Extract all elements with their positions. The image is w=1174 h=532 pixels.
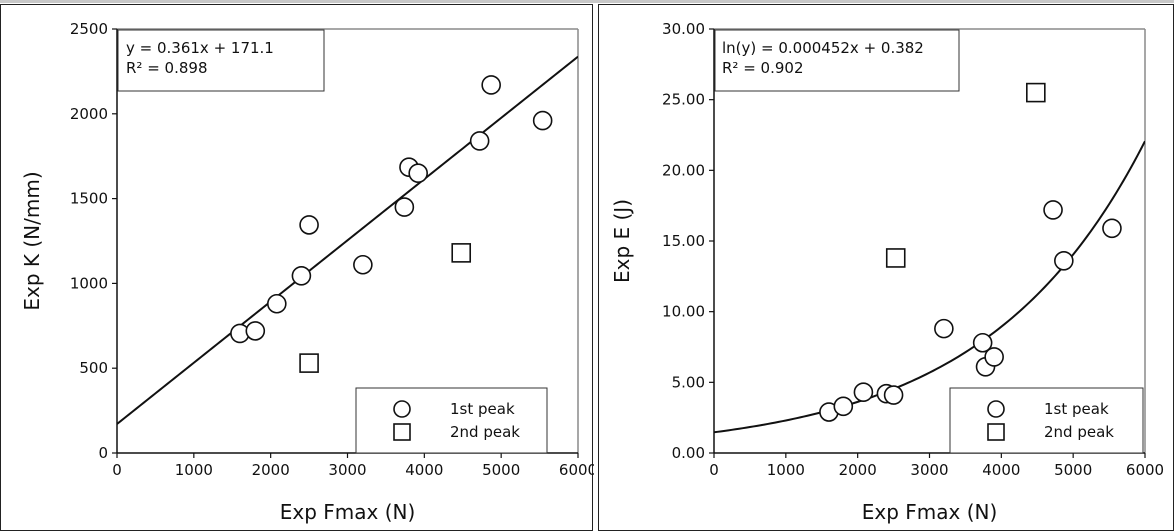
y-axis-title: Exp E (J) (610, 199, 634, 283)
y-tick-label: 1000 (70, 274, 108, 292)
data-point-1st-peak (1102, 218, 1122, 239)
x-tick-label: 6000 (1126, 461, 1164, 479)
x-tick-label: 5000 (1054, 461, 1092, 479)
x-axis-title: Exp Fmax (N) (280, 500, 416, 524)
legend-label: 1st peak (450, 400, 515, 418)
x-tick-label: 1000 (175, 461, 213, 479)
equation-text: ln(y) = 0.000452x + 0.382 (722, 39, 924, 57)
x-tick-label: 2000 (252, 461, 290, 479)
data-point-1st-peak (353, 254, 373, 275)
data-point-1st-peak (934, 318, 954, 339)
equation-text: y = 0.361x + 171.1 (126, 39, 274, 57)
legend-box (949, 387, 1144, 454)
legend-marker-square (393, 423, 411, 441)
y-tick-label: 30.00 (662, 20, 705, 38)
trendline (714, 140, 1145, 434)
chart-panel-left: 0 1000 2000 3000 4000 5000 6000 0 500 1000 1500 200… (0, 4, 594, 531)
legend-marker-circle (987, 400, 1005, 418)
x-tick-label: 3000 (328, 461, 366, 479)
data-point-1st-peak (245, 321, 266, 341)
x-tick-label: 0 (112, 461, 122, 479)
y-tick-label: 0 (98, 444, 108, 462)
y-tick-label: 0.00 (672, 444, 705, 462)
legend-label: 2nd peak (450, 423, 520, 441)
x-tick-label: 4000 (982, 461, 1020, 479)
data-point-2nd-peak (885, 248, 906, 268)
data-point-1st-peak (291, 265, 312, 286)
equation-box (117, 29, 325, 92)
data-point-1st-peak (408, 163, 428, 183)
x-tick-label: 0 (709, 461, 719, 479)
chart-panel-right: 0 1000 2000 3000 4000 5000 6000 0.00 5.00 10.00 15… (598, 4, 1174, 531)
y-tick-label: 15.00 (662, 232, 705, 250)
r-squared-text: R² = 0.902 (722, 59, 803, 77)
y-tick-label: 5.00 (672, 373, 705, 391)
data-point-1st-peak (1043, 200, 1063, 220)
y-tick-label: 10.00 (662, 303, 705, 321)
data-point-1st-peak (883, 385, 904, 405)
trendline (117, 55, 578, 425)
x-tick-label: 1000 (767, 461, 805, 479)
data-point-1st-peak (299, 215, 319, 235)
y-tick-label: 500 (79, 359, 108, 377)
chart-right: 0 1000 2000 3000 4000 5000 6000 0.00 5.00 10.00 15… (610, 20, 1164, 524)
data-point-1st-peak (267, 293, 287, 314)
data-point-1st-peak (481, 75, 501, 95)
data-point-2nd-peak (1026, 82, 1046, 103)
legend-marker-circle (393, 400, 411, 418)
chart-left: 0 1000 2000 3000 4000 5000 6000 0 500 1000 1500 200… (20, 20, 594, 524)
legend-box (355, 387, 548, 454)
data-point-1st-peak (469, 131, 490, 151)
data-point-2nd-peak (451, 243, 472, 263)
x-axis-title: Exp Fmax (N) (862, 500, 998, 524)
x-tick-label: 3000 (910, 461, 948, 479)
data-point-1st-peak (532, 110, 553, 131)
equation-box (714, 29, 960, 92)
legend-label: 1st peak (1044, 400, 1109, 418)
x-tick-label: 5000 (482, 461, 520, 479)
x-tick-label: 4000 (405, 461, 443, 479)
data-point-1st-peak (972, 332, 993, 353)
data-point-1st-peak (833, 396, 854, 417)
y-tick-label: 2500 (70, 20, 108, 38)
y-tick-label: 1500 (70, 190, 108, 208)
r-squared-text: R² = 0.898 (126, 59, 207, 77)
data-point-1st-peak (853, 382, 874, 403)
data-point-1st-peak (984, 347, 1004, 367)
legend-label: 2nd peak (1044, 423, 1114, 441)
y-tick-label: 20.00 (662, 161, 705, 179)
x-tick-label: 6000 (559, 461, 594, 479)
x-tick-label: 2000 (839, 461, 877, 479)
y-tick-label: 25.00 (662, 91, 705, 109)
y-axis-title: Exp K (N/mm) (20, 171, 44, 310)
data-point-2nd-peak (299, 353, 319, 373)
legend-marker-square (987, 423, 1005, 441)
data-point-1st-peak (394, 197, 415, 217)
y-tick-label: 2000 (70, 105, 108, 123)
top-divider (0, 0, 1174, 3)
data-point-1st-peak (1054, 250, 1074, 271)
